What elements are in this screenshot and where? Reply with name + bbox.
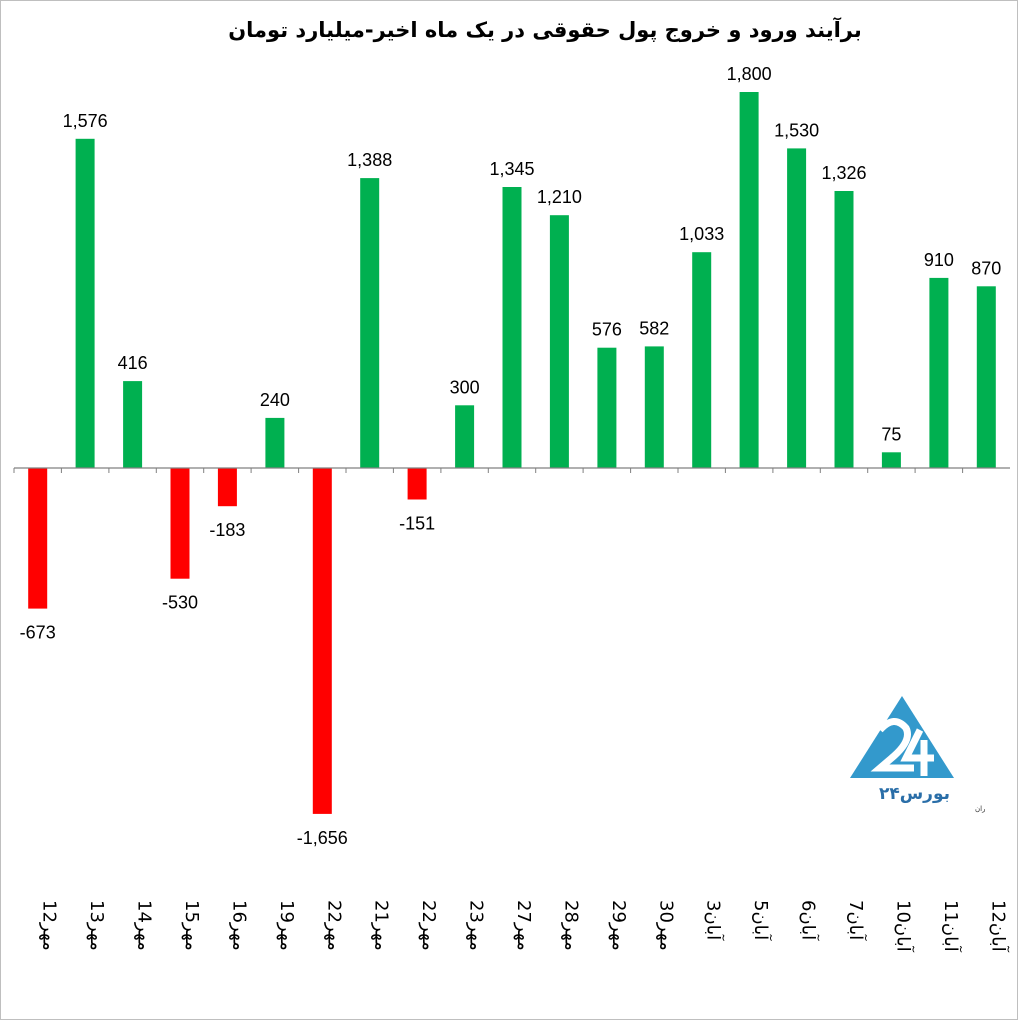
bar-8 — [360, 178, 380, 468]
x-tick-label-12: 28مهر — [560, 900, 581, 951]
logo-numeral-icon — [870, 718, 914, 772]
data-label-11: 1,345 — [489, 159, 534, 179]
x-tick-label-16: 5آبان — [750, 900, 773, 941]
bar-10 — [455, 405, 475, 468]
chart-title: برآیند ورود و خروج پول حقوقی در یک ماه ا… — [228, 18, 862, 42]
x-tick-label-6: 19مهر — [276, 900, 297, 951]
x-tick-label-7: 22مهر — [323, 900, 344, 951]
x-tick-label-1: 12مهر — [39, 900, 60, 951]
bar-17 — [787, 148, 807, 468]
data-label-9: -151 — [399, 514, 435, 534]
bar-9 — [407, 468, 427, 500]
data-label-21: 870 — [971, 258, 1001, 278]
data-label-17: 1,530 — [774, 120, 819, 140]
data-label-13: 576 — [592, 320, 622, 340]
bar-4 — [170, 468, 190, 579]
data-label-2: 1,576 — [63, 111, 108, 131]
bar-20 — [929, 277, 949, 468]
data-label-7: -1,656 — [297, 828, 348, 848]
x-tick-label-3: 14مهر — [134, 900, 155, 951]
x-tick-label-20: 11آبان — [940, 900, 963, 953]
bar-15 — [692, 252, 712, 468]
bar-3 — [123, 381, 143, 468]
x-tick-label-4: 15مهر — [181, 900, 202, 951]
bar-5 — [217, 468, 237, 507]
x-tick-label-21: 12آبان — [987, 900, 1010, 953]
bar-7 — [312, 468, 332, 814]
data-label-20: 910 — [924, 250, 954, 270]
x-tick-label-8: 21مهر — [371, 900, 392, 951]
bar-16 — [739, 92, 759, 468]
x-tick-label-18: 7آبان — [845, 900, 868, 941]
data-label-3: 416 — [118, 353, 148, 373]
x-tick-label-2: 13مهر — [86, 900, 107, 951]
x-tick-label-9: 22مهر — [418, 900, 439, 951]
bar-6 — [265, 417, 285, 468]
bar-13 — [597, 347, 617, 468]
data-label-14: 582 — [639, 318, 669, 338]
bar-11 — [502, 187, 522, 468]
bar-21 — [976, 286, 996, 468]
data-label-12: 1,210 — [537, 187, 582, 207]
data-label-16: 1,800 — [727, 64, 772, 84]
bar-14 — [644, 346, 664, 468]
data-label-15: 1,033 — [679, 224, 724, 244]
bar-19 — [881, 452, 901, 468]
bar-1 — [28, 468, 48, 609]
x-tick-label-19: 10آبان — [892, 900, 915, 953]
bar-2 — [75, 138, 95, 469]
logo-tagline: پایگاه اطلاع رسانی و تحلیلی بورس ایران — [975, 804, 985, 813]
logo-name: بورس۲۴ — [879, 784, 950, 804]
x-tick-label-10: 23مهر — [466, 900, 487, 951]
data-label-19: 75 — [881, 424, 901, 444]
x-tick-label-11: 27مهر — [513, 900, 534, 951]
data-label-5: -183 — [209, 520, 245, 540]
bar-18 — [834, 191, 854, 468]
x-tick-label-17: 6آبان — [798, 900, 821, 941]
x-tick-label-15: 3آبان — [703, 900, 726, 941]
bar-12 — [549, 215, 569, 468]
data-label-6: 240 — [260, 390, 290, 410]
bourse24-logo: بورس۲۴ پایگاه اطلاع رسانی و تحلیلی بورس … — [850, 696, 985, 813]
x-tick-label-5: 16مهر — [228, 900, 249, 951]
x-tick-label-14: 30مهر — [655, 900, 676, 951]
data-label-18: 1,326 — [821, 163, 866, 183]
data-label-8: 1,388 — [347, 150, 392, 170]
data-label-4: -530 — [162, 593, 198, 613]
data-label-1: -673 — [20, 623, 56, 643]
x-tick-label-13: 29مهر — [608, 900, 629, 951]
data-label-10: 300 — [450, 377, 480, 397]
